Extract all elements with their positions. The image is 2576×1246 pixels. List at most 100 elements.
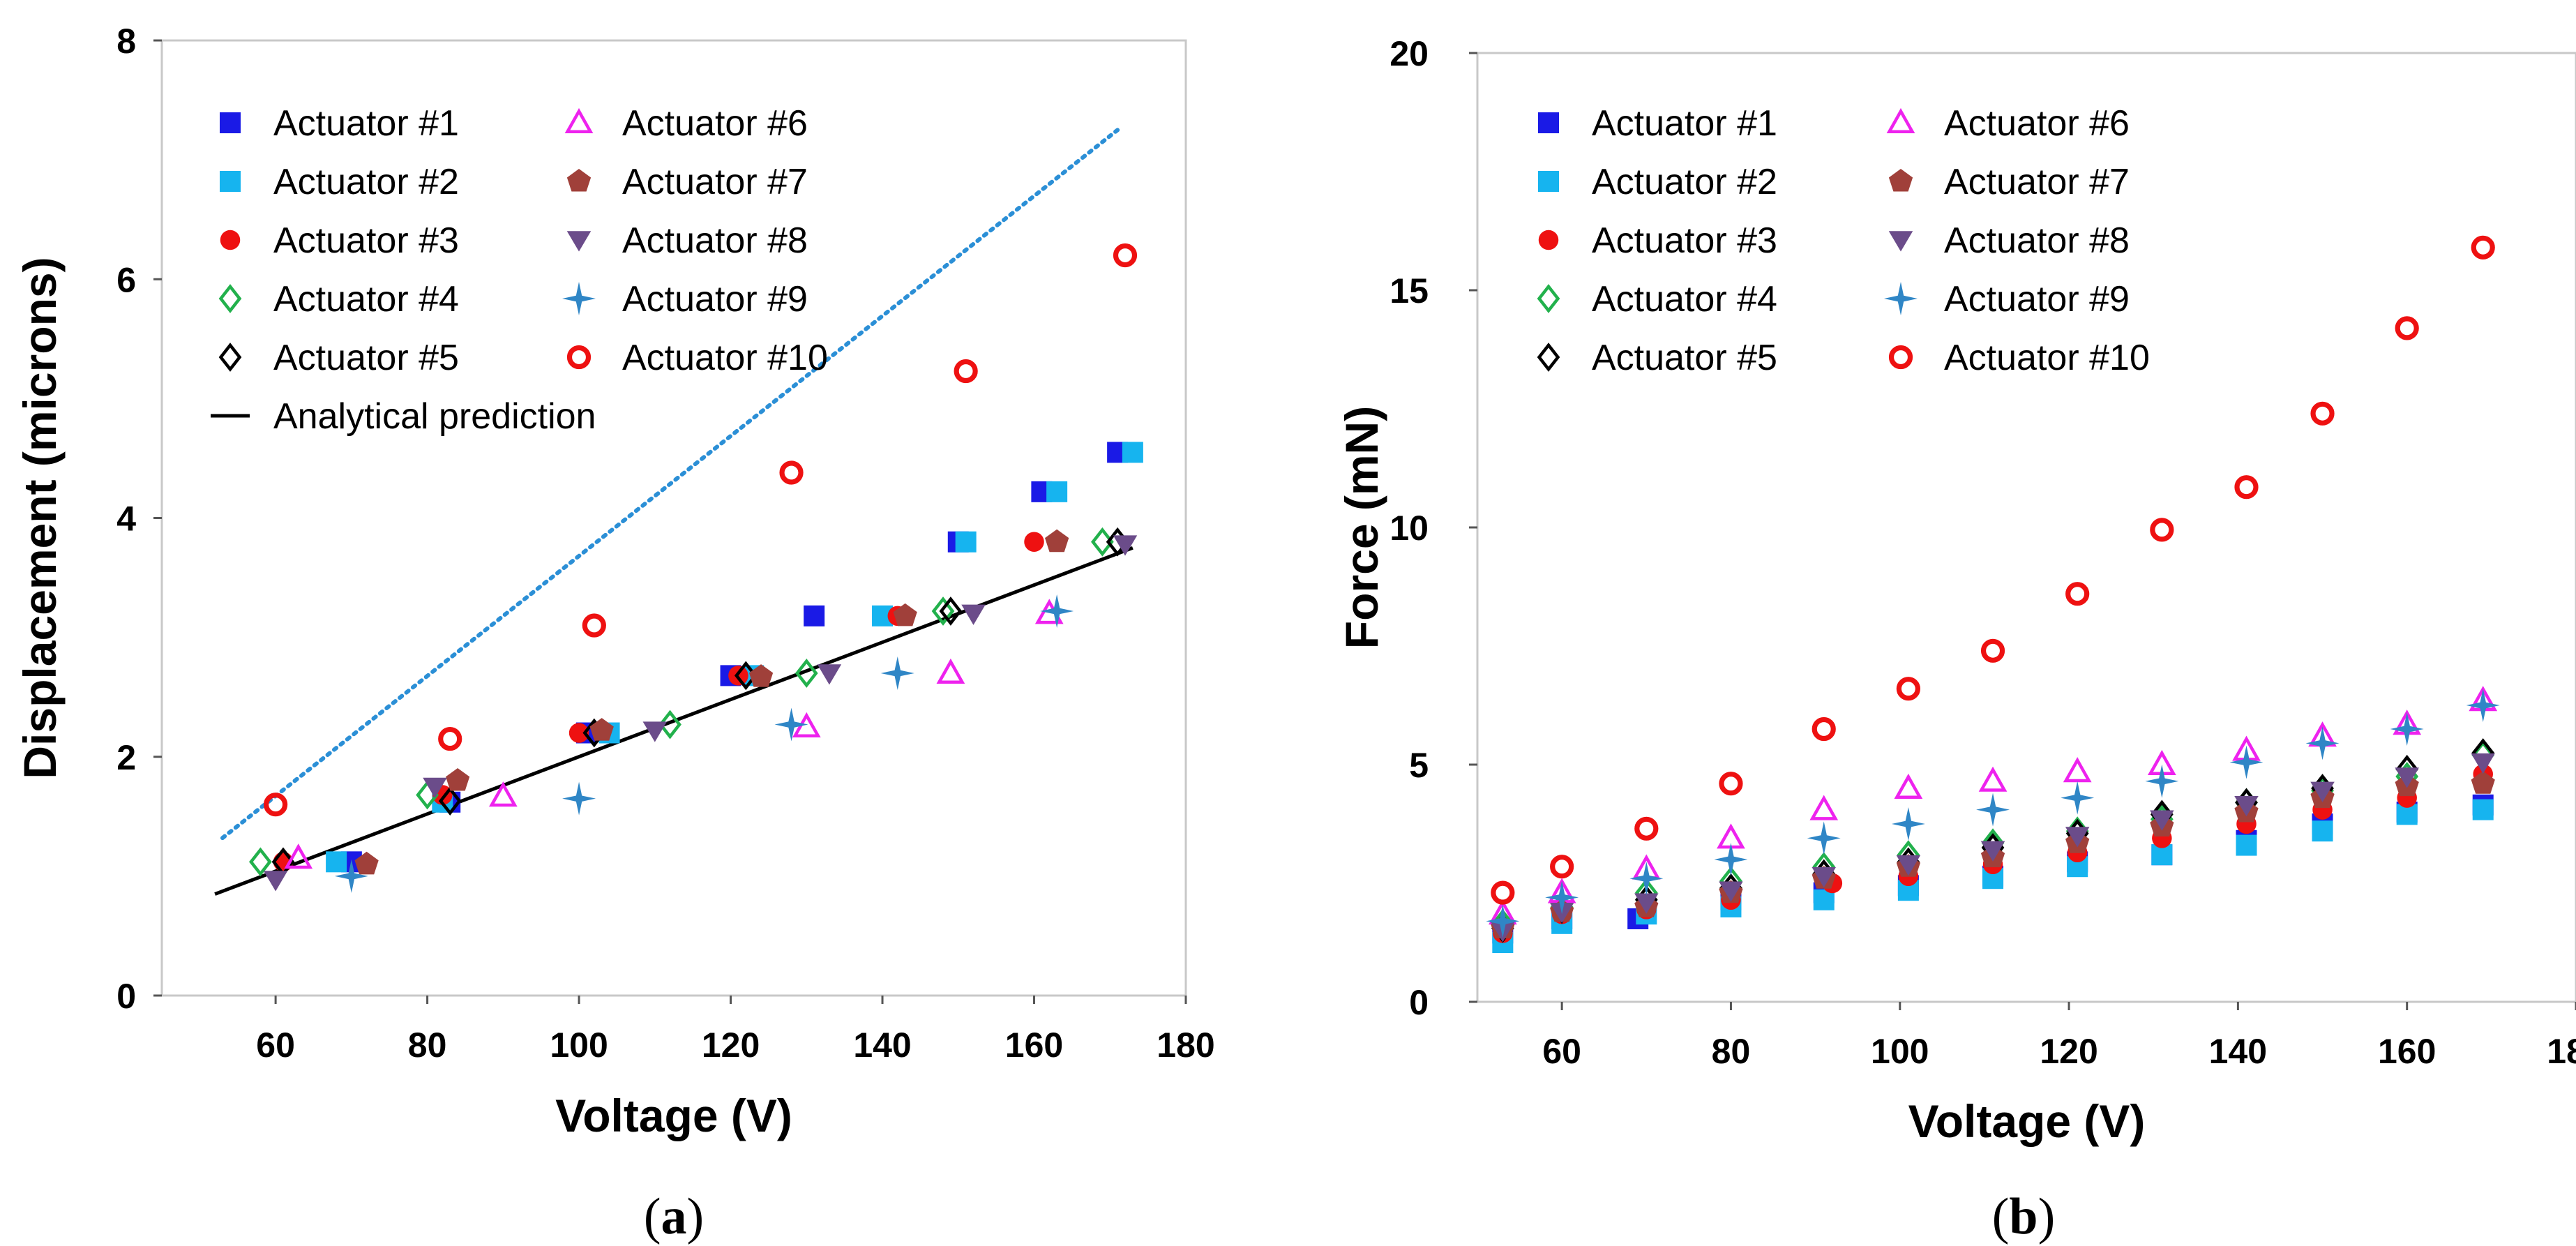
legend-label-actuator-1: Actuator #1	[273, 103, 459, 144]
legend-label-actuator-6: Actuator #6	[622, 103, 808, 144]
data-point-actuator-10	[2310, 401, 2335, 426]
data-point-actuator-7	[748, 664, 774, 687]
x-tick-label: 140	[2209, 1032, 2267, 1071]
panel-label-close: )	[687, 1188, 705, 1245]
data-point-actuator-3	[568, 723, 589, 743]
y-tick-label: 5	[1409, 746, 1429, 785]
legend-marker-actuator-9	[1884, 282, 1918, 315]
x-tick-label: 180	[2547, 1032, 2576, 1071]
data-point-actuator-6	[1978, 766, 2008, 792]
data-point-actuator-7	[893, 603, 917, 626]
x-tick-label: 180	[1157, 1026, 1214, 1065]
data-point-actuator-8	[263, 871, 288, 892]
legend-label-analytical-prediction: Analytical prediction	[273, 396, 596, 437]
x-tick-label: 80	[1712, 1032, 1751, 1071]
data-point-actuator-1	[804, 605, 825, 626]
data-point-actuator-2	[326, 851, 347, 873]
data-point-actuator-9	[334, 859, 368, 893]
data-point-actuator-9	[1486, 904, 1520, 938]
data-point-actuator-10	[1634, 816, 1659, 841]
legend-marker-actuator-2	[1538, 171, 1559, 192]
y-tick-label: 0	[1409, 983, 1429, 1022]
data-point-actuator-8	[2395, 767, 2419, 788]
legend-marker-actuator-7	[1888, 169, 1913, 192]
y-tick-label: 4	[116, 500, 136, 539]
legend: Actuator #1 Actuator #2 Actuator #3 Actuato…	[211, 103, 828, 437]
data-point-actuator-4	[658, 710, 681, 740]
legend-marker-actuator-2	[220, 171, 241, 192]
y-tick-label: 15	[1389, 271, 1429, 310]
data-point-actuator-8	[1719, 881, 1743, 902]
series-actuator-9	[334, 594, 1074, 893]
legend-marker-actuator-5	[218, 343, 242, 372]
data-point-actuator-8	[2065, 827, 2090, 848]
legend-label-actuator-9: Actuator #9	[1944, 279, 2130, 320]
legend-marker-actuator-10	[566, 345, 592, 370]
series-actuator-9	[1486, 689, 2500, 938]
data-point-actuator-6	[488, 781, 518, 807]
data-point-actuator-8	[817, 664, 842, 685]
legend-label-actuator-10: Actuator #10	[622, 338, 828, 378]
data-point-actuator-7	[1045, 529, 1069, 553]
data-point-actuator-10	[954, 359, 978, 384]
y-axis-title: Force (mN)	[1336, 406, 1387, 649]
data-point-actuator-10	[1113, 243, 1138, 268]
data-point-actuator-10	[2065, 582, 2090, 606]
data-point-actuator-9	[1714, 843, 1748, 876]
legend-label-actuator-9: Actuator #9	[622, 279, 808, 320]
data-point-actuator-10	[1550, 855, 1574, 879]
data-point-actuator-9	[1629, 862, 1664, 896]
legend-label-actuator-2: Actuator #2	[1592, 162, 1777, 202]
data-point-actuator-8	[2310, 781, 2335, 802]
data-point-actuator-9	[1040, 594, 1074, 628]
legend-marker-actuator-1	[220, 112, 241, 133]
legend-label-actuator-2: Actuator #2	[273, 162, 459, 202]
plot-area	[160, 39, 1187, 997]
data-point-actuator-10	[264, 793, 288, 817]
legend-label-actuator-5: Actuator #5	[273, 338, 459, 378]
data-point-actuator-9	[2390, 712, 2424, 746]
legend-marker-actuator-5	[1537, 343, 1560, 372]
dotted-bound-line	[220, 128, 1120, 841]
data-point-actuator-10	[1812, 716, 1836, 742]
data-point-actuator-6	[284, 843, 313, 869]
data-point-actuator-4	[249, 847, 272, 877]
legend-marker-actuator-6	[1886, 107, 1915, 133]
data-point-actuator-2	[1122, 442, 1143, 463]
legend-marker-actuator-9	[562, 282, 596, 315]
legend-label-actuator-4: Actuator #4	[1592, 279, 1777, 320]
data-point-actuator-5	[939, 596, 963, 626]
data-point-actuator-6	[1894, 773, 1923, 799]
data-point-actuator-4	[931, 596, 955, 626]
legend-marker-actuator-1	[1538, 112, 1559, 133]
plot-area	[1476, 52, 2576, 1003]
x-tick-label: 140	[853, 1026, 911, 1065]
x-tick-label: 120	[2040, 1032, 2097, 1071]
data-point-actuator-9	[2305, 726, 2340, 760]
data-point-actuator-8	[1896, 855, 1921, 876]
y-tick-label: 8	[116, 22, 136, 61]
data-point-actuator-2	[2236, 834, 2257, 856]
legend-marker-actuator-3	[1538, 230, 1559, 250]
data-point-actuator-5	[438, 786, 462, 816]
data-point-actuator-9	[2145, 764, 2179, 798]
data-point-actuator-9	[880, 656, 914, 690]
x-tick-label: 60	[1542, 1032, 1581, 1071]
panel-label: (b)	[1992, 1188, 2055, 1245]
data-point-actuator-4	[794, 659, 818, 688]
data-point-actuator-10	[1719, 772, 1743, 796]
x-tick-label: 80	[408, 1026, 447, 1065]
data-point-actuator-10	[1980, 638, 2005, 663]
data-point-actuator-2	[2312, 820, 2333, 842]
legend-label-actuator-7: Actuator #7	[1944, 162, 2130, 202]
x-tick-label: 160	[2378, 1032, 2436, 1071]
data-point-actuator-8	[961, 604, 986, 625]
panel-label-letter: a	[661, 1188, 687, 1245]
data-point-actuator-6	[936, 658, 965, 684]
data-point-actuator-6	[1809, 795, 1839, 820]
legend-marker-actuator-4	[1537, 284, 1560, 313]
legend-marker-actuator-8	[1888, 231, 1913, 252]
y-tick-label: 10	[1389, 509, 1429, 548]
data-point-actuator-8	[642, 721, 668, 742]
data-point-actuator-4	[1091, 527, 1114, 557]
